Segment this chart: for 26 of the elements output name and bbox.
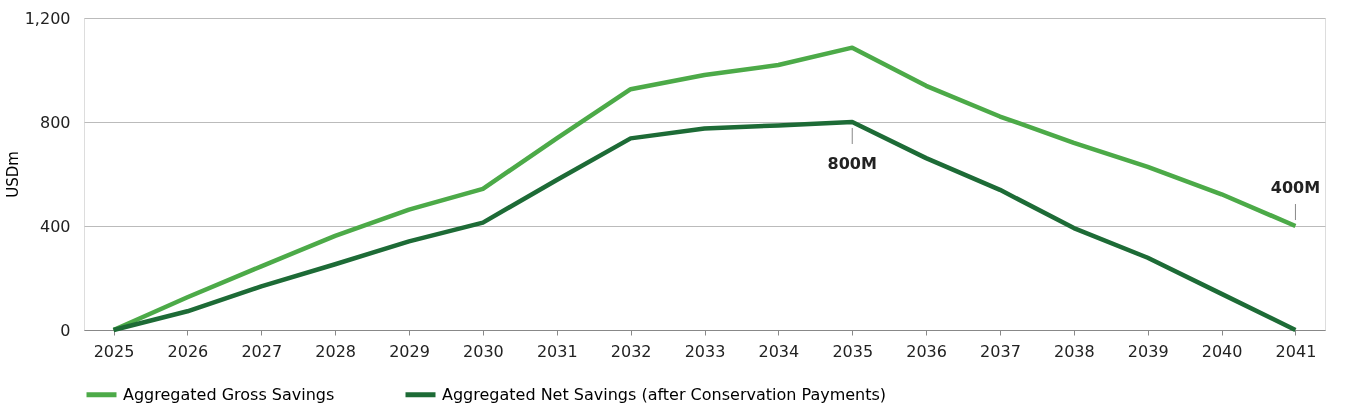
annotation: 400M — [1270, 178, 1321, 197]
annotation: 800M — [827, 154, 877, 173]
x-tick-label: 2033 — [684, 341, 726, 361]
y-axis-title: USDm — [3, 151, 22, 198]
x-tick-label: 2040 — [1201, 341, 1243, 361]
x-tick-label: 2029 — [389, 341, 430, 361]
x-tick-label: 2028 — [315, 341, 357, 361]
x-tick-label: 2041 — [1275, 341, 1317, 361]
x-tick-label: 2027 — [241, 341, 283, 361]
x-tick-label: 2038 — [1053, 341, 1095, 361]
y-tick-label: 400 — [39, 216, 71, 236]
x-tick-label: 2031 — [536, 341, 578, 361]
x-tick-label: 2039 — [1127, 341, 1169, 361]
legend-label: Aggregated Gross Savings — [123, 384, 335, 404]
x-tick-label: 2026 — [167, 341, 209, 361]
x-tick-label: 2034 — [758, 341, 800, 361]
y-tick-label: 1,200 — [24, 8, 71, 28]
x-tick-label: 2032 — [610, 341, 652, 361]
y-tick-label: 800 — [39, 112, 71, 132]
y-tick-label: 0 — [60, 320, 71, 340]
x-tick-label: 2030 — [463, 341, 504, 361]
x-tick-label: 2036 — [906, 341, 947, 361]
x-tick-label: 2025 — [93, 341, 135, 361]
x-tick-label: 2035 — [832, 341, 874, 361]
legend-label: Aggregated Net Savings (after Conservation Payments) — [442, 384, 887, 404]
x-tick-label: 2037 — [980, 341, 1021, 361]
